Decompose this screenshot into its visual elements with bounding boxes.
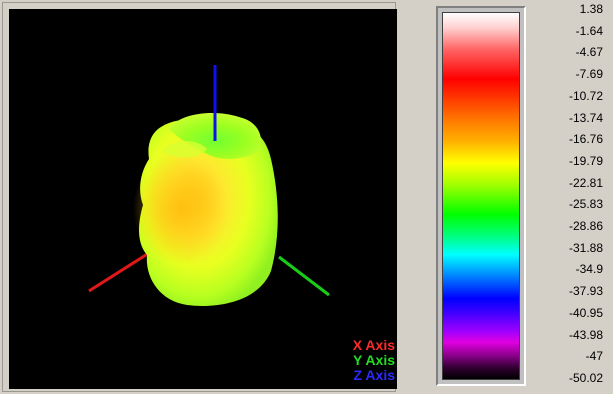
- colorbar-tick-label: -34.9: [575, 262, 603, 277]
- radiation-pattern-plot: [88, 65, 330, 306]
- colorbar-tick-label: -7.69: [575, 67, 603, 82]
- x-axis-label: X Axis: [352, 337, 395, 353]
- colorbar-tick-label: -19.79: [568, 153, 603, 168]
- colorbar-tick-label: -16.76: [568, 132, 603, 147]
- colorbar-tick-label: -31.88: [568, 240, 603, 255]
- colorbar-tick-label: -40.95: [568, 305, 603, 320]
- y-axis-label: Y Axis: [352, 352, 395, 368]
- colorbar: [442, 12, 520, 380]
- colorbar-tick-label: -28.86: [568, 219, 603, 234]
- colorbar-tick-label: 1.38: [579, 2, 603, 16]
- 3d-viewport[interactable]: X Axis Y Axis Z Axis: [9, 9, 397, 389]
- colorbar-frame: [436, 6, 526, 386]
- colorbar-tick-label: -37.93: [568, 284, 603, 299]
- colorbar-tick-label: -1.64: [575, 23, 603, 38]
- y-axis-line: [278, 255, 330, 297]
- pattern-hotspot: [133, 153, 229, 265]
- pattern-fold: [161, 141, 207, 158]
- viewer-panel: X Axis Y Axis Z Axis: [2, 2, 397, 392]
- x-axis-line: [88, 251, 150, 293]
- colorbar-tick-label: -10.72: [568, 88, 603, 103]
- colorbar-tick-label: -25.83: [568, 197, 603, 212]
- colorbar-tick-label: -13.74: [568, 110, 603, 125]
- colorbar-tick-label: -47: [585, 349, 603, 364]
- colorbar-tick-label: -4.67: [575, 45, 603, 60]
- colorbar-tick-label: -43.98: [568, 327, 603, 342]
- z-axis-label: Z Axis: [353, 367, 396, 383]
- colorbar-ticks: 1.38 -1.64 -4.67 -7.69 -10.72 -13.74 -16.76 -19…: [540, 0, 610, 394]
- colorbar-tick-label: -22.81: [568, 175, 603, 190]
- colorbar-tick-label: -50.02: [568, 371, 603, 385]
